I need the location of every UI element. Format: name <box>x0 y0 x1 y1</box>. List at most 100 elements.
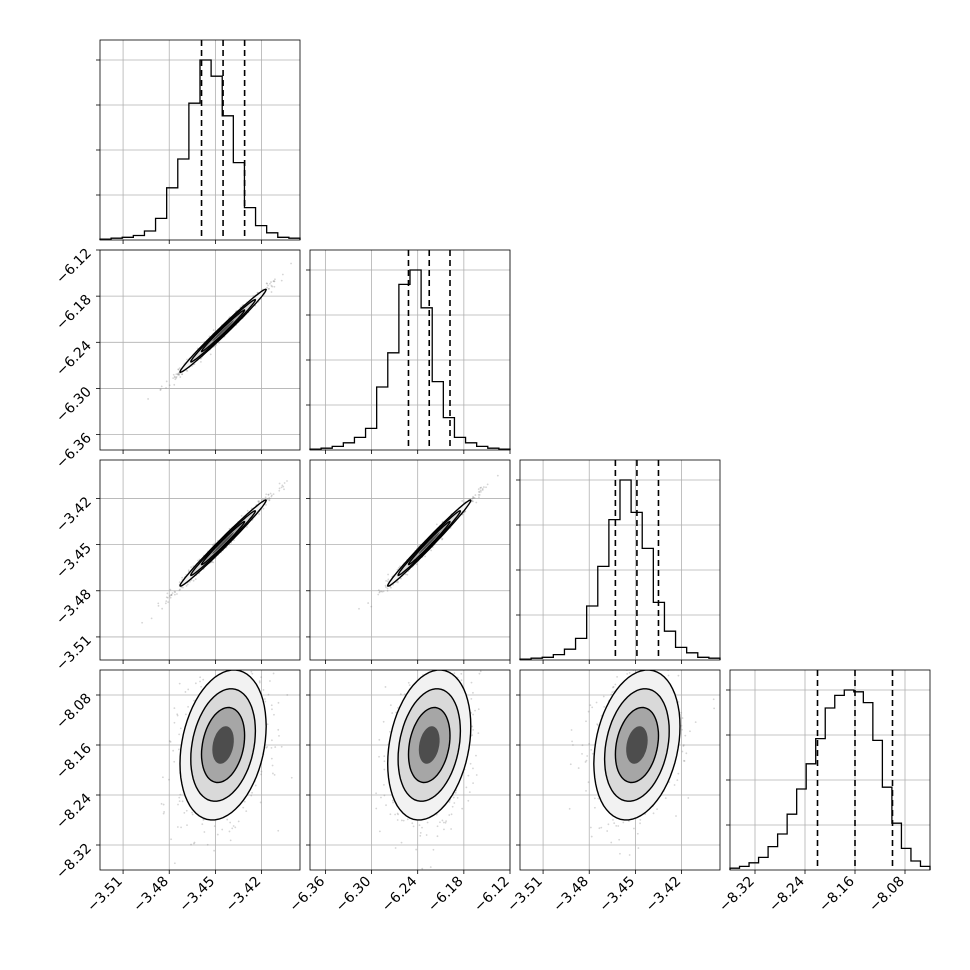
scatter-point <box>683 759 685 762</box>
scatter-point <box>453 672 456 675</box>
scatter-point <box>652 812 655 815</box>
scatter-point <box>166 592 169 595</box>
scatter-point <box>270 284 273 287</box>
scatter-point <box>665 664 667 666</box>
scatter-point <box>213 825 216 827</box>
scatter-point <box>396 819 399 821</box>
scatter-point <box>229 839 232 842</box>
histogram-step <box>99 59 301 240</box>
scatter-point <box>251 791 253 794</box>
scatter-point <box>270 704 273 707</box>
scatter-point <box>264 657 266 659</box>
scatter-point <box>269 680 271 682</box>
scatter-point <box>386 589 389 592</box>
scatter-point <box>385 804 387 807</box>
scatter-point <box>141 621 144 624</box>
scatter-point <box>444 821 447 824</box>
scatter-point <box>380 590 383 593</box>
scatter-point <box>150 617 153 620</box>
scatter-point <box>176 593 178 595</box>
scatter-point <box>179 376 182 378</box>
scatter-point <box>267 493 270 496</box>
scatter-point <box>180 586 183 589</box>
scatter-point <box>178 581 181 584</box>
scatter-point <box>218 342 220 344</box>
scatter-point <box>387 573 389 576</box>
scatter-point <box>181 800 184 803</box>
scatter-point <box>397 706 399 709</box>
scatter-point <box>378 590 381 593</box>
panel-content <box>358 474 499 610</box>
scatter-point <box>481 488 484 490</box>
scatter-point <box>256 291 259 294</box>
scatter-point <box>581 744 584 747</box>
scatter-point <box>432 848 435 851</box>
scatter-point <box>178 373 181 376</box>
scatter-point <box>358 607 360 610</box>
panel-frame <box>729 669 931 871</box>
scatter-point <box>176 373 179 376</box>
scatter-point <box>251 661 253 663</box>
scatter-point <box>183 811 186 814</box>
scatter-point <box>258 680 261 683</box>
scatter-point <box>170 593 173 596</box>
scatter-point <box>181 373 183 376</box>
density-contour <box>212 532 234 554</box>
scatter-point <box>441 537 444 540</box>
scatter-point <box>242 806 245 809</box>
scatter-point <box>173 707 176 710</box>
scatter-point <box>460 679 463 682</box>
scatter-point <box>451 805 454 808</box>
scatter-point <box>383 794 386 797</box>
scatter-point <box>394 847 397 849</box>
scatter-point <box>184 691 187 693</box>
scatter-point <box>461 500 464 502</box>
scatter-point <box>479 491 482 493</box>
scatter-point <box>394 813 397 816</box>
scatter-point <box>626 672 629 675</box>
scatter-point <box>246 509 249 512</box>
scatter-point <box>581 753 583 755</box>
scatter-point <box>396 581 399 584</box>
scatter-point <box>439 821 441 824</box>
scatter-point <box>259 801 262 804</box>
scatter-point <box>260 676 263 679</box>
panel-3-0 <box>99 628 316 871</box>
density-contour <box>418 532 440 554</box>
scatter-point <box>472 782 474 785</box>
scatter-point <box>167 601 170 604</box>
scatter-point <box>273 713 275 716</box>
scatter-point <box>472 713 475 716</box>
histogram-step <box>729 689 931 870</box>
scatter-point <box>479 670 482 673</box>
density-contour <box>418 726 440 764</box>
scatter-point <box>448 801 451 803</box>
scatter-point <box>367 602 370 604</box>
scatter-point <box>245 810 248 813</box>
scatter-point <box>193 699 195 702</box>
scatter-point <box>172 373 175 376</box>
scatter-point <box>213 628 215 630</box>
scatter-point <box>465 786 468 789</box>
scatter-point <box>224 668 226 670</box>
scatter-point <box>250 667 252 669</box>
scatter-point <box>266 498 269 500</box>
scatter-point <box>314 737 316 739</box>
scatter-point <box>382 720 385 723</box>
scatter-point <box>170 594 173 596</box>
scatter-point <box>267 693 270 696</box>
scatter-point <box>386 580 389 583</box>
scatter-point <box>157 602 160 605</box>
scatter-point <box>383 755 386 758</box>
scatter-point <box>281 273 284 276</box>
scatter-point <box>389 704 392 707</box>
scatter-point <box>480 658 482 660</box>
scatter-point <box>471 499 474 502</box>
scatter-point <box>267 287 270 290</box>
scatter-point <box>268 499 271 502</box>
scatter-point <box>169 596 172 599</box>
panel-content <box>147 262 292 400</box>
scatter-point <box>402 819 405 822</box>
scatter-point <box>197 559 199 562</box>
